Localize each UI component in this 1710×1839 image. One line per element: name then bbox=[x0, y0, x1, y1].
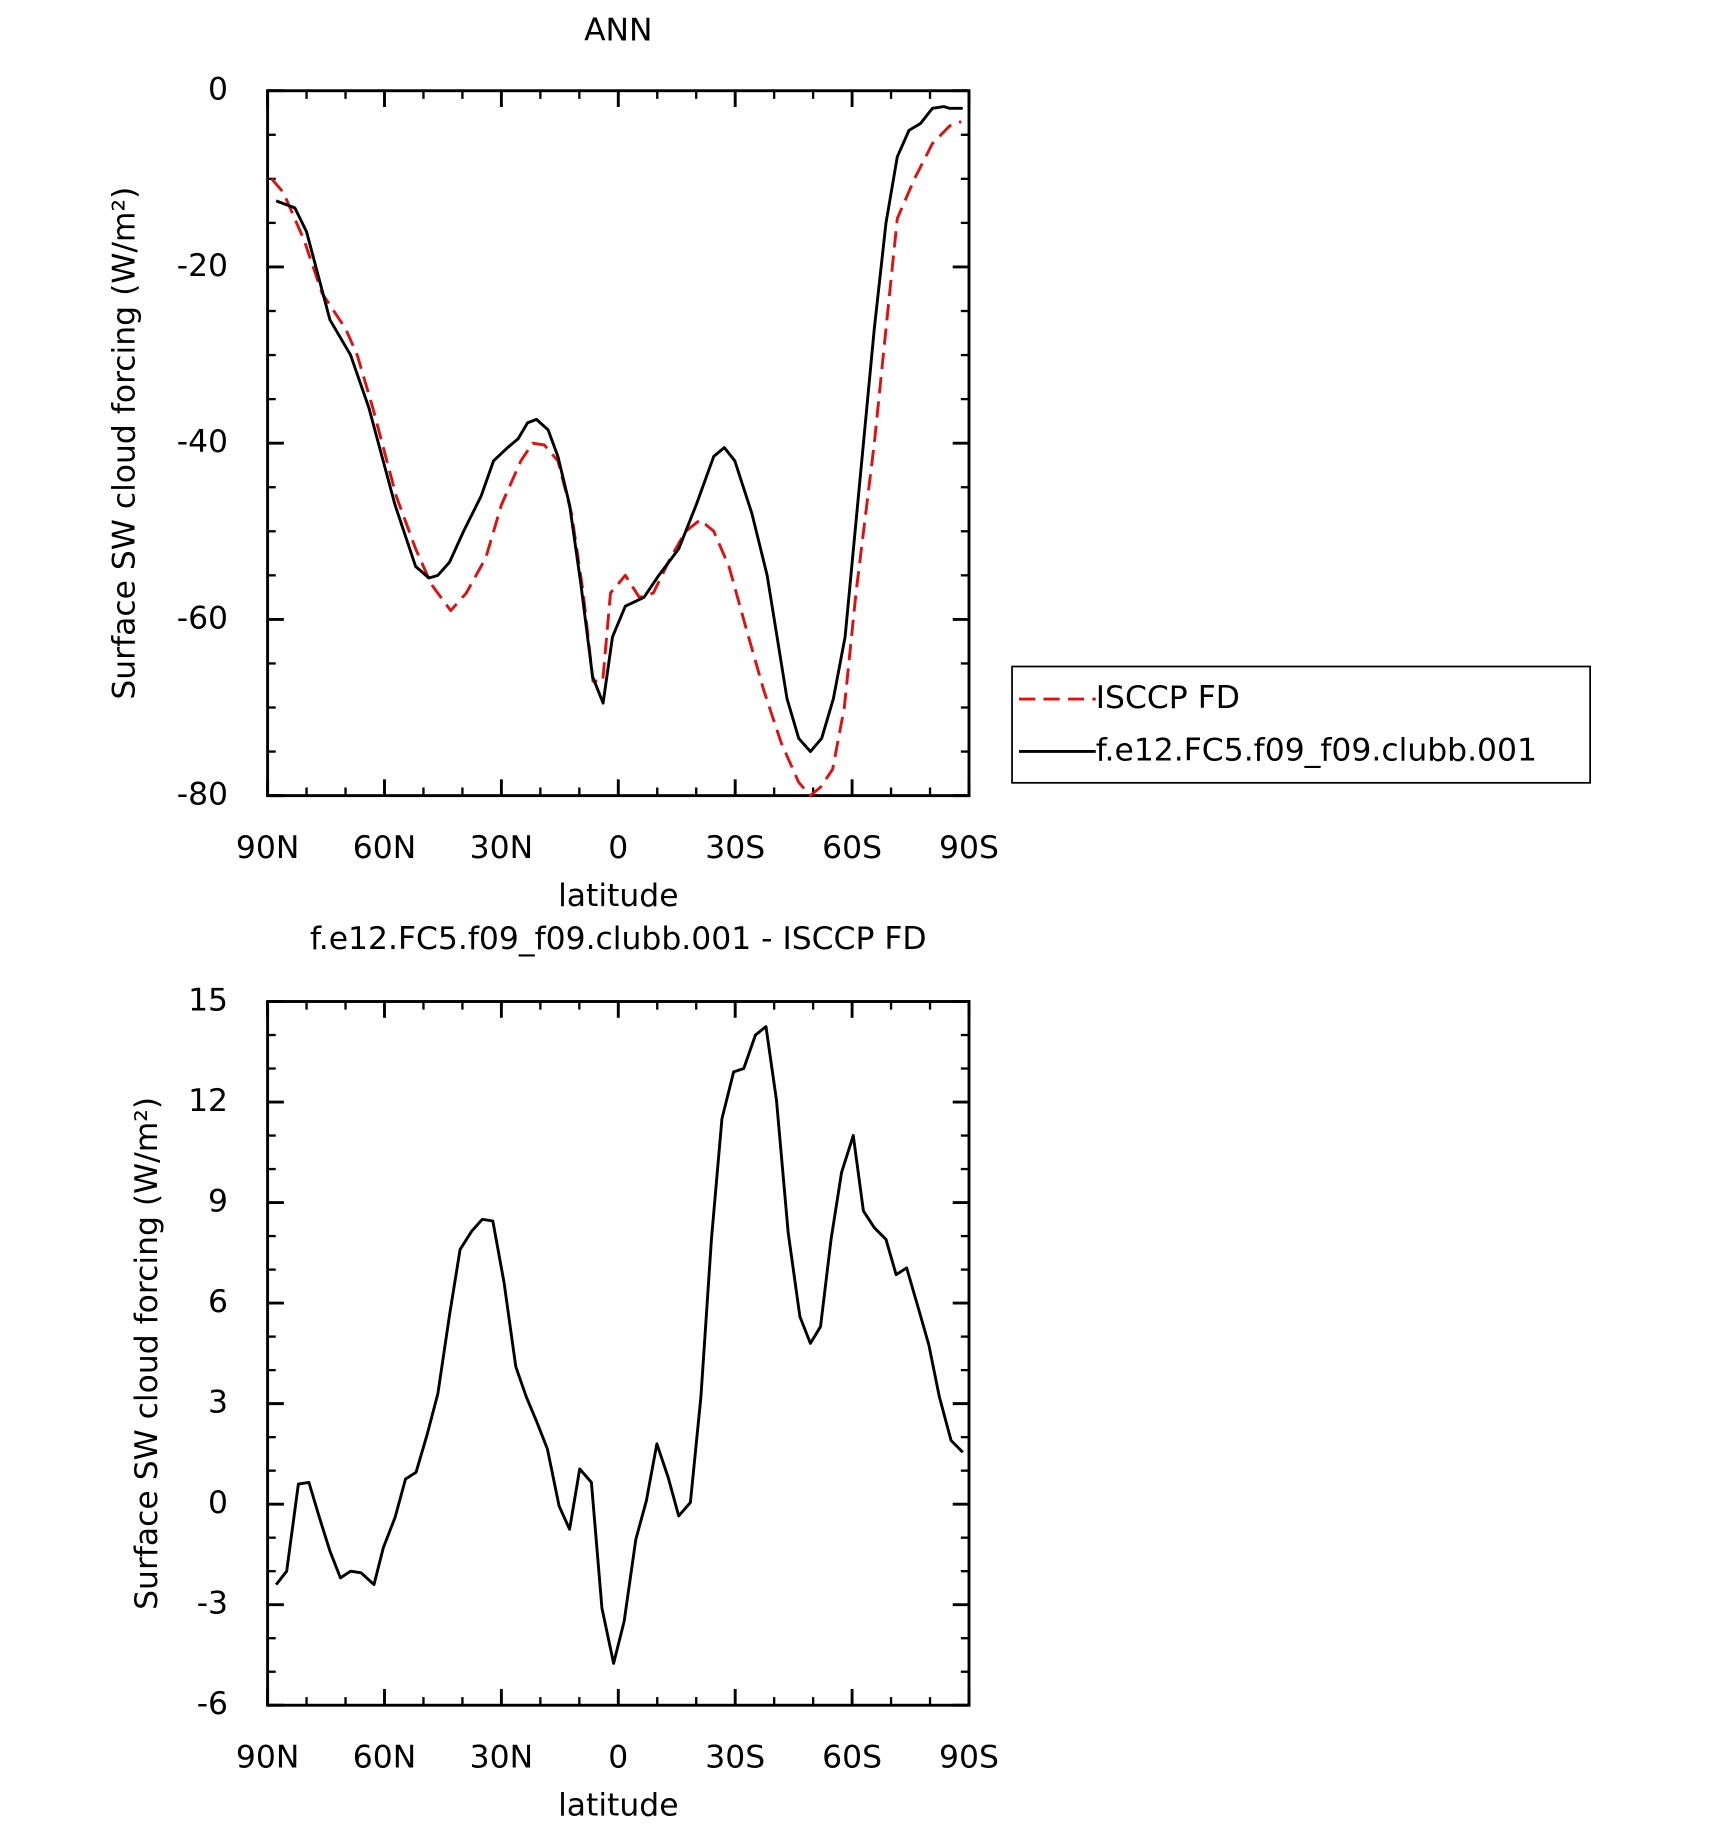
y-tick-label: -3 bbox=[197, 1586, 228, 1622]
y-tick-label: -40 bbox=[177, 424, 228, 460]
series-line bbox=[275, 105, 963, 754]
x-axis-label: latitude bbox=[558, 878, 678, 914]
y-tick-label: 15 bbox=[188, 983, 228, 1019]
x-tick-label: 30S bbox=[705, 830, 765, 866]
x-tick-label: 0 bbox=[608, 1740, 628, 1776]
y-tick-label: 3 bbox=[208, 1385, 228, 1421]
y-tick-label: 0 bbox=[208, 1485, 228, 1521]
chart-title: ANN bbox=[584, 12, 652, 48]
x-tick-label: 60S bbox=[822, 1740, 882, 1776]
plot-frame bbox=[266, 89, 971, 798]
x-tick-label: 60N bbox=[353, 830, 416, 866]
y-tick-label: -20 bbox=[177, 248, 228, 284]
x-axis-label: latitude bbox=[558, 1787, 678, 1823]
x-tick-label: 90N bbox=[236, 1740, 299, 1776]
chart-title: f.e12.FC5.f09_f09.clubb.001 - ISCCP FD bbox=[310, 921, 927, 957]
x-tick-label: 60S bbox=[822, 830, 882, 866]
x-tick-label: 30N bbox=[470, 830, 533, 866]
x-tick-label: 90N bbox=[236, 830, 299, 866]
series-line bbox=[275, 1025, 964, 1665]
y-tick-label: -6 bbox=[197, 1686, 228, 1722]
legend-box bbox=[1011, 665, 1592, 784]
plot-frame bbox=[266, 1000, 971, 1707]
x-tick-label: 90S bbox=[939, 1740, 999, 1776]
x-tick-label: 0 bbox=[608, 830, 628, 866]
y-tick-label: -60 bbox=[177, 600, 228, 636]
y-tick-label: 6 bbox=[208, 1284, 228, 1320]
y-tick-label: 0 bbox=[208, 72, 228, 108]
y-tick-label: 12 bbox=[188, 1083, 228, 1119]
y-tick-label: 9 bbox=[208, 1184, 228, 1220]
x-tick-label: 30S bbox=[705, 1740, 765, 1776]
x-tick-label: 90S bbox=[939, 830, 999, 866]
x-tick-label: 60N bbox=[353, 1740, 416, 1776]
series-line bbox=[270, 120, 962, 798]
y-axis-label: Surface SW cloud forcing (W/m²) bbox=[107, 187, 143, 700]
x-tick-label: 30N bbox=[470, 1740, 533, 1776]
legend-label: f.e12.FC5.f09_f09.clubb.001 bbox=[1096, 732, 1537, 768]
legend-label: ISCCP FD bbox=[1096, 680, 1240, 716]
y-axis-label: Surface SW cloud forcing (W/m²) bbox=[129, 1097, 165, 1610]
y-tick-label: -80 bbox=[177, 777, 228, 813]
